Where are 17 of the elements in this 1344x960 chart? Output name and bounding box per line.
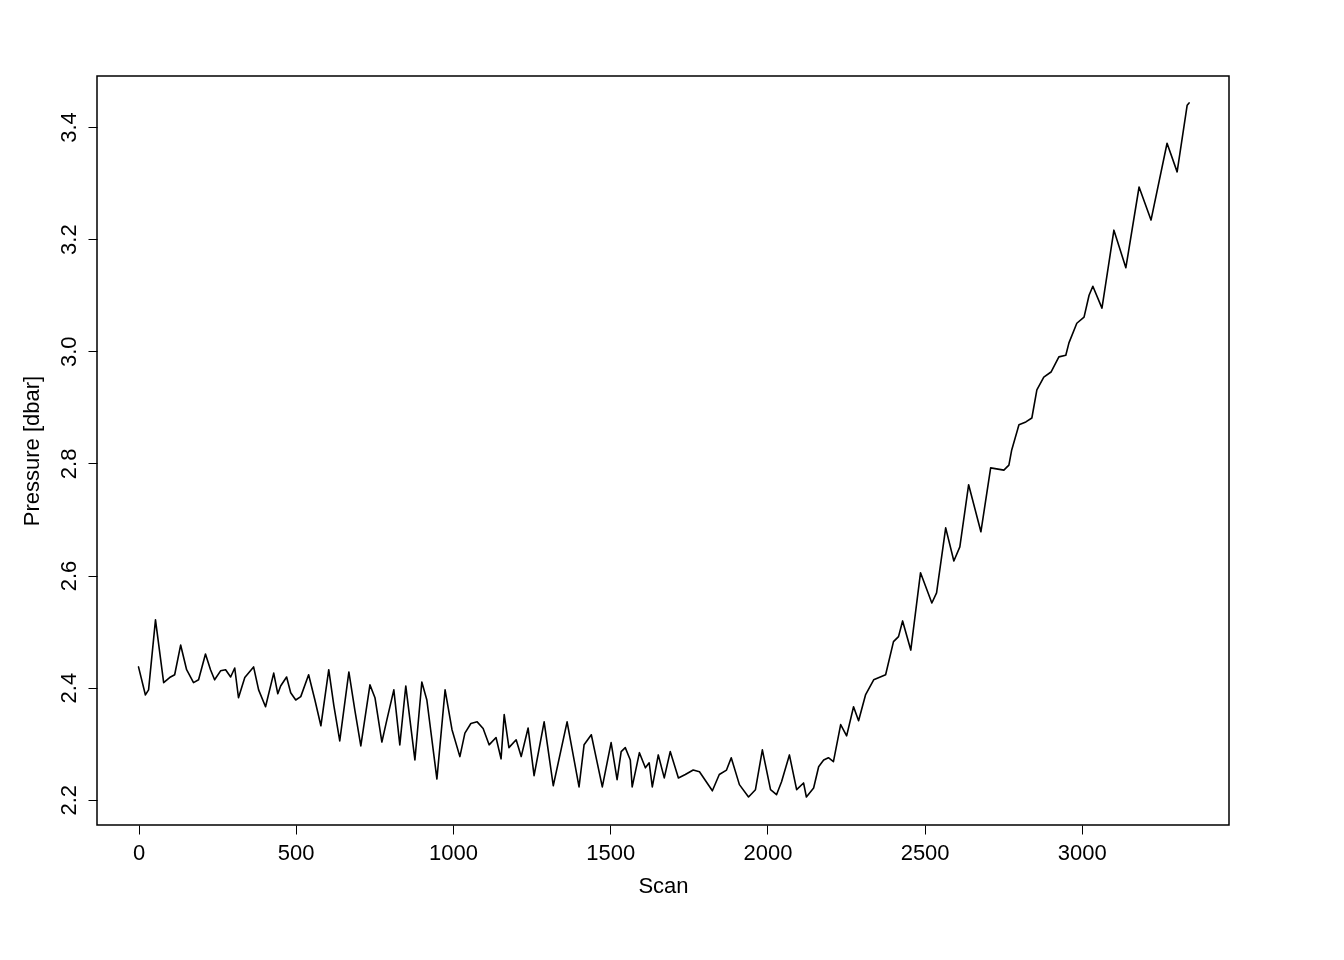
x-tick-label: 2000 bbox=[743, 839, 793, 865]
x-tick-label: 0 bbox=[132, 839, 146, 865]
y-tick-label: 3.0 bbox=[55, 336, 81, 368]
y-axis-title: Pressure [dbar] bbox=[18, 375, 44, 527]
line-series bbox=[137, 102, 1190, 798]
y-tick-label: 2.2 bbox=[55, 784, 81, 816]
x-axis-title: Scan bbox=[638, 872, 689, 898]
y-tick-label: 2.4 bbox=[55, 672, 81, 704]
y-tick-label: 3.2 bbox=[55, 224, 81, 255]
x-tick-label: 2500 bbox=[900, 839, 950, 865]
y-tick-label: 2.6 bbox=[55, 560, 81, 592]
x-tick-label: 500 bbox=[277, 839, 315, 865]
x-tick-label: 3000 bbox=[1057, 839, 1107, 865]
x-tick-label: 1000 bbox=[428, 839, 478, 865]
y-tick-label: 2.8 bbox=[55, 448, 81, 480]
y-tick-label: 3.4 bbox=[55, 112, 81, 143]
x-tick-label: 1500 bbox=[586, 839, 636, 865]
